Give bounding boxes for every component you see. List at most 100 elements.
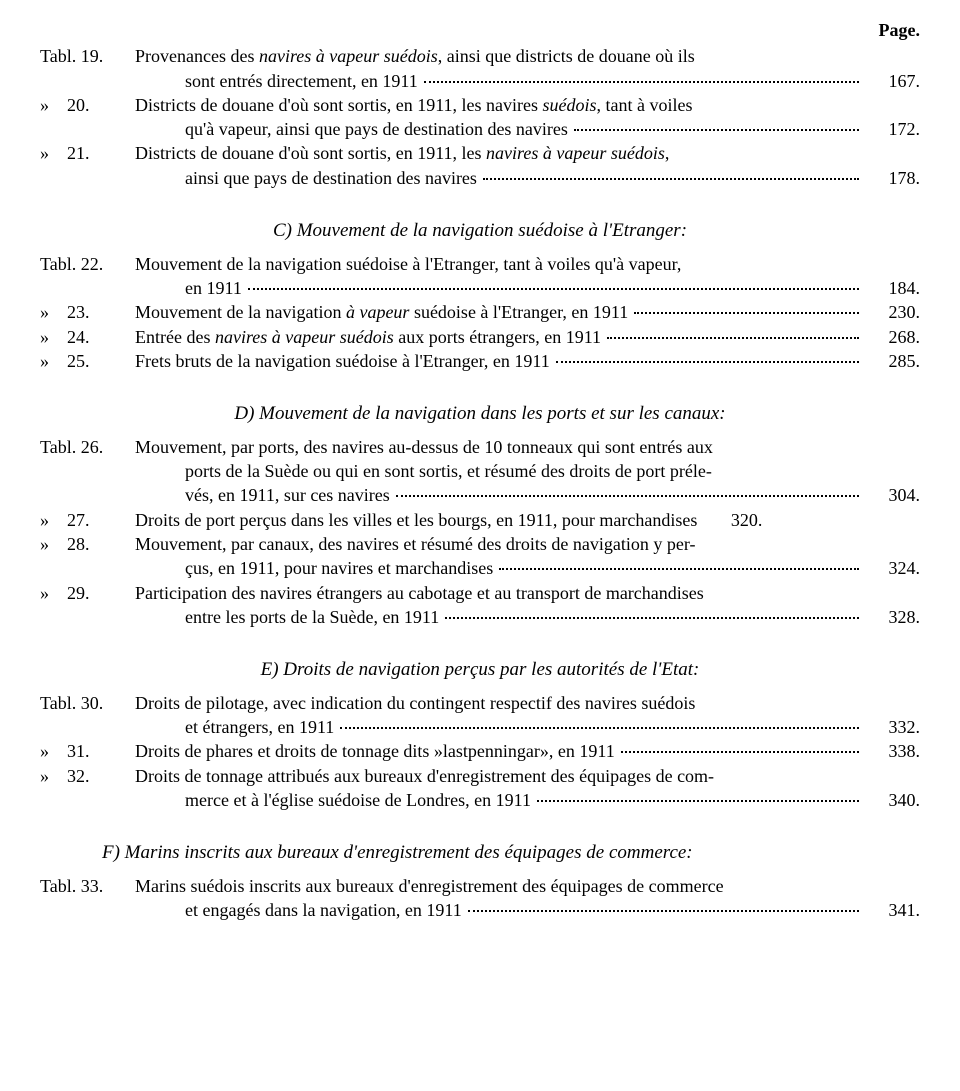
entry-text: Frets bruts de la navigation suédoise à … xyxy=(135,349,550,373)
toc-entry-28-cont: çus, en 1911, pour navires et marchandis… xyxy=(185,556,920,580)
entry-label: Tabl. 33. xyxy=(40,874,135,898)
entry-text: qu'à vapeur, ainsi que pays de destinati… xyxy=(185,117,568,141)
entry-text: en 1911 xyxy=(185,276,242,300)
entry-label: Tabl. 30. xyxy=(40,691,135,715)
entry-text: sont entrés directement, en 1911 xyxy=(185,69,418,93)
toc-entry-22: Tabl. 22. Mouvement de la navigation sué… xyxy=(40,252,920,276)
toc-entry-25: » 25. Frets bruts de la navigation suédo… xyxy=(40,349,920,373)
entry-page: 340. xyxy=(865,788,920,812)
entry-text-part: suédoise à l'Etranger, en 1911 xyxy=(409,302,628,322)
entry-text-part: Districts de douane d'où sont sortis, en… xyxy=(135,143,486,163)
entry-label: » 27. xyxy=(40,508,135,532)
entry-label: » 24. xyxy=(40,325,135,349)
toc-entry-21: » 21. Districts de douane d'où sont sort… xyxy=(40,141,920,165)
toc-entry-22-cont: en 1911 184. xyxy=(185,276,920,300)
entry-text-part: Provenances des xyxy=(135,46,259,66)
leader-dots xyxy=(499,568,859,570)
entry-text-part: Mouvement de la navigation xyxy=(135,302,346,322)
entry-label: » 32. xyxy=(40,764,135,788)
entry-text-part: Districts de douane d'où sont sortis, en… xyxy=(135,95,543,115)
entry-text: Provenances des navires à vapeur suédois… xyxy=(135,44,695,68)
entry-text: Droits de pilotage, avec indication du c… xyxy=(135,691,695,715)
entry-text-part: , ainsi que districts de douane où ils xyxy=(438,46,695,66)
entry-text: Districts de douane d'où sont sortis, en… xyxy=(135,93,693,117)
entry-page: 338. xyxy=(865,739,920,763)
toc-entry-26-cont2: vés, en 1911, sur ces navires 304. xyxy=(185,483,920,507)
entry-page: 324. xyxy=(865,556,920,580)
entry-label: Tabl. 19. xyxy=(40,44,135,68)
entry-text-italic: navires à vapeur suédois xyxy=(259,46,438,66)
leader-dots xyxy=(607,337,859,339)
toc-entry-28: » 28. Mouvement, par canaux, des navires… xyxy=(40,532,920,556)
section-heading-f: F) Marins inscrits aux bureaux d'enregis… xyxy=(102,840,920,866)
entry-text: Participation des navires étrangers au c… xyxy=(135,581,704,605)
toc-entry-32-cont: merce et à l'église suédoise de Londres,… xyxy=(185,788,920,812)
toc-entry-26-cont: ports de la Suède ou qui en sont sortis,… xyxy=(185,459,920,483)
entry-label: » 31. xyxy=(40,739,135,763)
entry-text: et engagés dans la navigation, en 1911 xyxy=(185,898,462,922)
entry-page: 285. xyxy=(865,349,920,373)
toc-entry-20: » 20. Districts de douane d'où sont sort… xyxy=(40,93,920,117)
entry-text-italic: navires à vapeur suédois xyxy=(215,327,394,347)
entry-text-part: Entrée des xyxy=(135,327,215,347)
toc-entry-33-cont: et engagés dans la navigation, en 1911 3… xyxy=(185,898,920,922)
entry-text: Marins suédois inscrits aux bureaux d'en… xyxy=(135,874,724,898)
entry-page: 230. xyxy=(865,300,920,324)
entry-page: 332. xyxy=(865,715,920,739)
entry-page: 341. xyxy=(865,898,920,922)
leader-dots xyxy=(621,751,859,753)
entry-label: » 20. xyxy=(40,93,135,117)
leader-dots xyxy=(574,129,859,131)
leader-dots xyxy=(396,495,859,497)
leader-dots xyxy=(556,361,859,363)
entry-page: 268. xyxy=(865,325,920,349)
entry-page: 167. xyxy=(865,69,920,93)
entry-text-part: , tant à voiles xyxy=(597,95,693,115)
entry-text: Droits de port perçus dans les villes et… xyxy=(135,508,697,532)
entry-page: 172. xyxy=(865,117,920,141)
entry-text-part: , xyxy=(665,143,670,163)
toc-entry-31: » 31. Droits de phares et droits de tonn… xyxy=(40,739,920,763)
page: Page. Tabl. 19. Provenances des navires … xyxy=(0,0,960,1091)
entry-page: 178. xyxy=(865,166,920,190)
section-heading-c: C) Mouvement de la navigation suédoise à… xyxy=(40,218,920,244)
entry-text: ports de la Suède ou qui en sont sortis,… xyxy=(185,461,712,481)
entry-text: Mouvement de la navigation suédoise à l'… xyxy=(135,252,681,276)
entry-text: Districts de douane d'où sont sortis, en… xyxy=(135,141,669,165)
entry-text: Mouvement, par canaux, des navires et ré… xyxy=(135,532,695,556)
leader-dots xyxy=(248,288,859,290)
leader-dots xyxy=(445,617,859,619)
toc-entry-23: » 23. Mouvement de la navigation à vapeu… xyxy=(40,300,920,324)
entry-label: » 29. xyxy=(40,581,135,605)
entry-page: 304. xyxy=(865,483,920,507)
toc-entry-26: Tabl. 26. Mouvement, par ports, des navi… xyxy=(40,435,920,459)
toc-entry-19: Tabl. 19. Provenances des navires à vape… xyxy=(40,44,920,68)
entry-text-part: aux ports étrangers, en 1911 xyxy=(394,327,601,347)
leader-dots xyxy=(424,81,859,83)
entry-text: merce et à l'église suédoise de Londres,… xyxy=(185,788,531,812)
entry-text: entre les ports de la Suède, en 1911 xyxy=(185,605,439,629)
entry-text-italic: suédois xyxy=(543,95,597,115)
toc-entry-27: » 27. Droits de port perçus dans les vil… xyxy=(40,508,920,532)
leader-dots xyxy=(634,312,859,314)
entry-label: » 28. xyxy=(40,532,135,556)
toc-entry-29-cont: entre les ports de la Suède, en 1911 328… xyxy=(185,605,920,629)
page-header: Page. xyxy=(40,18,920,42)
toc-entry-21-cont: ainsi que pays de destination des navire… xyxy=(185,166,920,190)
entry-text: et étrangers, en 1911 xyxy=(185,715,334,739)
section-heading-e: E) Droits de navigation perçus par les a… xyxy=(40,657,920,683)
leader-dots xyxy=(483,178,859,180)
entry-text: Mouvement de la navigation à vapeur suéd… xyxy=(135,300,628,324)
toc-entry-24: » 24. Entrée des navires à vapeur suédoi… xyxy=(40,325,920,349)
leader-dots xyxy=(468,910,859,912)
entry-page: 320. xyxy=(707,508,762,532)
entry-page: 184. xyxy=(865,276,920,300)
entry-text: ainsi que pays de destination des navire… xyxy=(185,166,477,190)
entry-label: » 21. xyxy=(40,141,135,165)
entry-text: Entrée des navires à vapeur suédois aux … xyxy=(135,325,601,349)
entry-label: » 25. xyxy=(40,349,135,373)
entry-text: çus, en 1911, pour navires et marchandis… xyxy=(185,556,493,580)
entry-text-italic: navires à vapeur suédois xyxy=(486,143,665,163)
entry-text: Mouvement, par ports, des navires au-des… xyxy=(135,435,713,459)
toc-entry-30: Tabl. 30. Droits de pilotage, avec indic… xyxy=(40,691,920,715)
